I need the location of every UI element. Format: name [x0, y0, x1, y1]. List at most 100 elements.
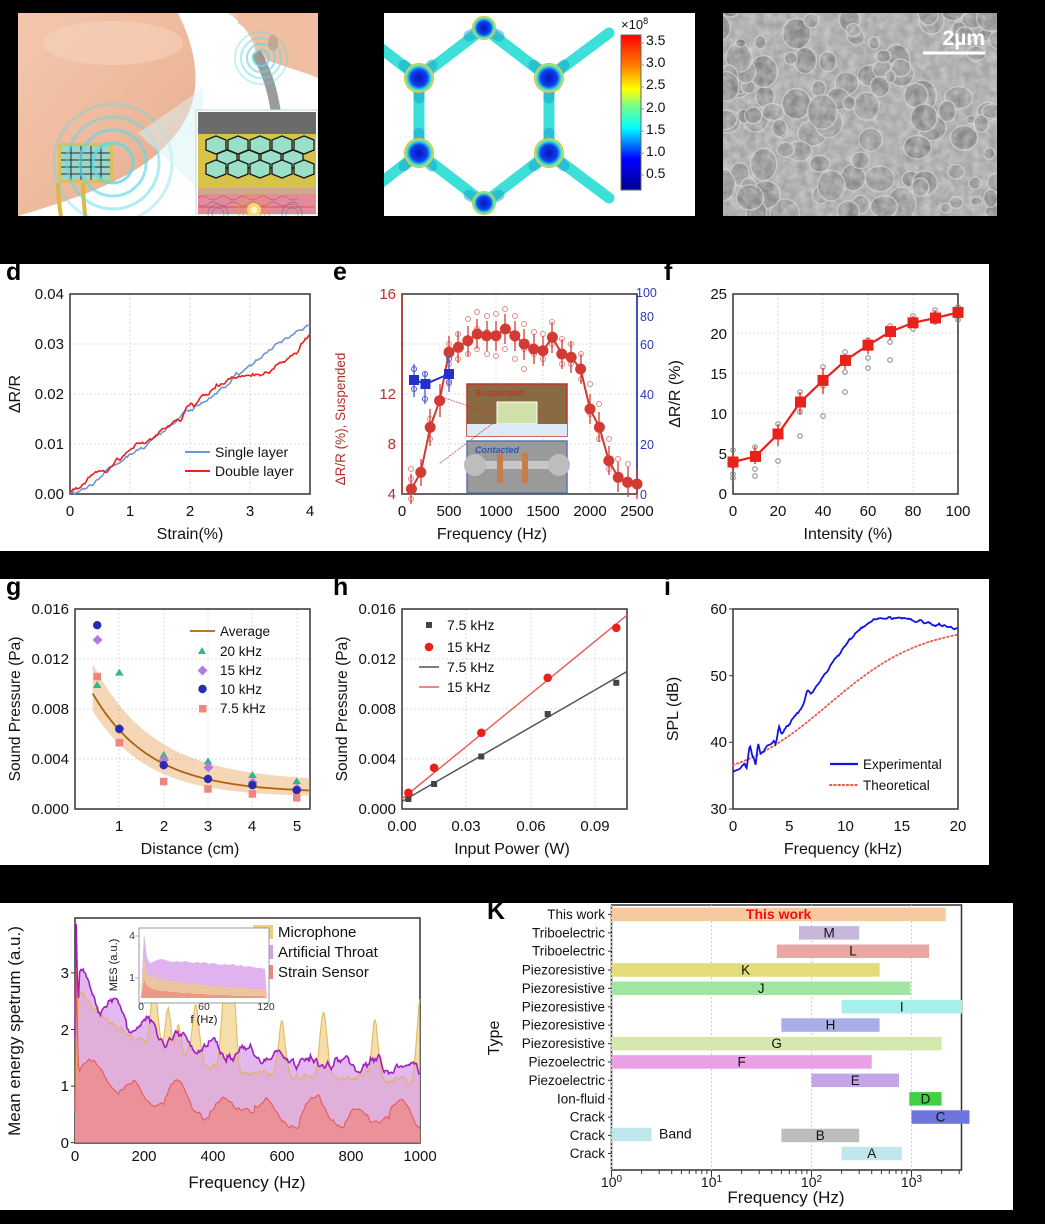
svg-text:100: 100	[636, 286, 657, 300]
svg-text:20: 20	[770, 503, 787, 520]
svg-text:H: H	[826, 1018, 836, 1033]
svg-text:20: 20	[640, 438, 654, 452]
svg-text:3.5: 3.5	[646, 32, 666, 48]
svg-text:10 kHz: 10 kHz	[220, 682, 262, 697]
svg-text:0: 0	[729, 818, 737, 835]
svg-text:1500: 1500	[526, 503, 559, 520]
svg-text:40: 40	[710, 734, 727, 751]
svg-text:50: 50	[710, 668, 727, 685]
svg-text:0: 0	[398, 503, 406, 520]
svg-text:60: 60	[710, 601, 727, 618]
svg-text:15 kHz: 15 kHz	[220, 663, 262, 678]
svg-text:Triboelectric: Triboelectric	[532, 925, 605, 940]
svg-text:3: 3	[204, 818, 212, 835]
svg-text:0: 0	[66, 503, 74, 520]
svg-text:Contacted: Contacted	[475, 445, 520, 455]
svg-text:1: 1	[115, 818, 123, 835]
svg-text:0: 0	[729, 503, 737, 520]
svg-text:2.5: 2.5	[646, 76, 666, 92]
svg-text:600: 600	[269, 1148, 294, 1165]
svg-text:0.5: 0.5	[646, 165, 666, 181]
svg-text:Distance (cm): Distance (cm)	[141, 841, 240, 858]
svg-text:Strain(%): Strain(%)	[157, 526, 224, 543]
svg-text:Mean energy spetrum (a.u.): Mean energy spetrum (a.u.)	[5, 926, 24, 1136]
svg-text:500: 500	[436, 503, 461, 520]
svg-text:30: 30	[710, 801, 727, 818]
svg-text:Crack: Crack	[570, 1128, 606, 1143]
svg-text:5: 5	[785, 818, 793, 835]
svg-text:60: 60	[198, 1001, 210, 1013]
svg-text:100: 100	[945, 503, 970, 520]
svg-text:400: 400	[200, 1148, 225, 1165]
svg-text:40: 40	[815, 503, 832, 520]
svg-text:20: 20	[710, 326, 727, 343]
svg-text:D: D	[921, 1091, 931, 1106]
svg-text:L: L	[849, 944, 857, 959]
svg-text:Double layer: Double layer	[215, 463, 294, 479]
svg-text:4: 4	[248, 818, 256, 835]
svg-text:2500: 2500	[620, 503, 653, 520]
svg-text:Sound Pressure (Pa): Sound Pressure (Pa)	[334, 637, 351, 782]
svg-text:E: E	[851, 1073, 860, 1088]
svg-text:2: 2	[61, 1022, 69, 1039]
svg-text:0: 0	[61, 1135, 69, 1152]
svg-text:25: 25	[710, 286, 727, 303]
svg-text:7.5 kHz: 7.5 kHz	[447, 659, 494, 675]
svg-text:Piezoelectric: Piezoelectric	[528, 1055, 605, 1070]
svg-text:20: 20	[950, 818, 967, 835]
svg-text:16: 16	[379, 286, 396, 303]
svg-text:This work: This work	[547, 907, 605, 922]
svg-text:15: 15	[710, 366, 727, 383]
svg-text:0.004: 0.004	[358, 751, 396, 768]
svg-text:7.5 kHz: 7.5 kHz	[220, 701, 266, 716]
svg-text:1000: 1000	[479, 503, 512, 520]
svg-text:7.5 kHz: 7.5 kHz	[447, 617, 494, 633]
svg-text:12: 12	[379, 386, 396, 403]
svg-text:800: 800	[338, 1148, 363, 1165]
svg-text:0.01: 0.01	[35, 436, 64, 453]
svg-text:80: 80	[905, 503, 922, 520]
svg-text:2000: 2000	[573, 503, 606, 520]
svg-text:Piezoresistive: Piezoresistive	[522, 981, 605, 996]
svg-text:3: 3	[246, 503, 254, 520]
svg-text:Frequency (Hz): Frequency (Hz)	[437, 526, 547, 543]
svg-text:Experimental: Experimental	[863, 757, 942, 772]
svg-text:0.004: 0.004	[31, 751, 69, 768]
svg-text:f (Hz): f (Hz)	[191, 1014, 218, 1026]
svg-text:200: 200	[131, 1148, 156, 1165]
svg-text:4: 4	[388, 486, 396, 503]
svg-text:1: 1	[126, 503, 134, 520]
svg-text:3.0: 3.0	[646, 54, 666, 70]
svg-text:1.0: 1.0	[646, 143, 666, 159]
svg-text:0.04: 0.04	[35, 286, 64, 303]
svg-text:Band: Band	[659, 1126, 692, 1142]
svg-text:5: 5	[719, 446, 727, 463]
svg-text:5: 5	[293, 818, 301, 835]
svg-text:G: G	[771, 1036, 782, 1051]
svg-text:2µm: 2µm	[943, 27, 985, 50]
svg-text:1000: 1000	[403, 1148, 436, 1165]
svg-text:MES (a.u.): MES (a.u.)	[108, 939, 120, 992]
svg-text:M: M	[823, 925, 834, 940]
svg-text:2: 2	[186, 503, 194, 520]
svg-text:0: 0	[719, 486, 727, 503]
svg-text:ΔR/R: ΔR/R	[7, 375, 24, 413]
svg-text:K: K	[741, 963, 750, 978]
svg-text:1: 1	[129, 972, 135, 984]
svg-text:15 kHz: 15 kHz	[447, 679, 491, 695]
svg-text:A: A	[867, 1146, 876, 1161]
svg-text:ΔR/R (%), Suspended: ΔR/R (%), Suspended	[333, 353, 348, 486]
svg-text:0.008: 0.008	[358, 701, 396, 718]
svg-text:80: 80	[640, 310, 654, 324]
svg-text:Triboelectric: Triboelectric	[532, 944, 605, 959]
svg-text:0.00: 0.00	[35, 486, 64, 503]
svg-text:Suspended: Suspended	[475, 388, 524, 398]
svg-text:Artificial Throat: Artificial Throat	[278, 944, 379, 961]
svg-text:0.008: 0.008	[31, 701, 69, 718]
svg-text:10: 10	[837, 818, 854, 835]
svg-text:40: 40	[640, 388, 654, 402]
svg-text:Crack: Crack	[570, 1146, 606, 1161]
svg-text:8: 8	[388, 436, 396, 453]
svg-text:Crack: Crack	[570, 1110, 606, 1125]
svg-text:0.000: 0.000	[31, 801, 69, 818]
